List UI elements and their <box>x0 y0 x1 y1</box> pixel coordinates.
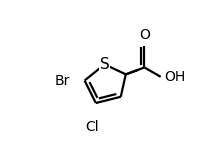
Text: O: O <box>139 28 150 42</box>
Text: Br: Br <box>54 74 70 88</box>
Text: Cl: Cl <box>85 120 99 134</box>
Text: S: S <box>100 57 109 72</box>
Text: OH: OH <box>164 70 185 84</box>
